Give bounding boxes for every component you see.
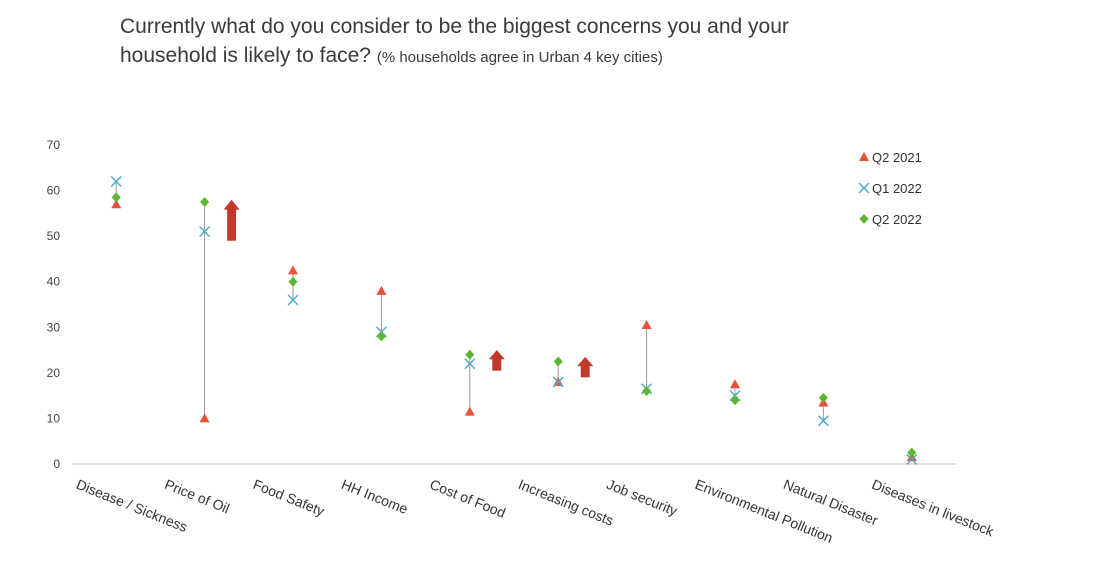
- x-tick-label: Increasing costs: [516, 476, 616, 529]
- point-x: [552, 376, 564, 388]
- y-axis: 0 10 20 30 40 50 60 70: [47, 138, 61, 471]
- legend-marker-x-stroke: [858, 182, 870, 194]
- y-tick-label: 40: [47, 275, 61, 289]
- up-arrow: [488, 350, 505, 371]
- title-line-2: household is likely to face? (% househol…: [120, 41, 1020, 72]
- data-points: [110, 175, 918, 465]
- point-x-stroke: [817, 415, 829, 427]
- legend-label: Q1 2022: [872, 181, 922, 196]
- title-line-1: Currently what do you consider to be the…: [120, 15, 789, 38]
- point-triangle: [730, 379, 740, 389]
- point-diamond: [200, 196, 210, 207]
- legend-label: Q2 2022: [872, 212, 922, 227]
- y-tick-label: 30: [47, 320, 61, 334]
- legend-label: Q2 2021: [872, 150, 922, 165]
- point-x: [110, 175, 122, 187]
- point-x-stroke: [464, 358, 476, 370]
- point-triangle: [199, 413, 210, 423]
- up-arrow: [223, 199, 240, 241]
- point-triangle: [376, 285, 387, 295]
- y-tick-label: 20: [47, 366, 61, 380]
- legend-marker-triangle: [859, 152, 869, 161]
- point-x-stroke: [199, 226, 211, 238]
- legend: Q2 2021 Q1 2022 Q2 2022: [858, 150, 922, 227]
- point-diamond: [288, 276, 298, 287]
- point-x: [817, 415, 829, 427]
- point-x: [464, 358, 476, 370]
- point-diamond: [553, 356, 563, 367]
- point-x: [287, 294, 299, 306]
- x-tick-label: Job security: [604, 476, 679, 519]
- point-triangle: [641, 320, 652, 330]
- y-tick-label: 50: [47, 229, 61, 243]
- legend-marker-x: [858, 182, 870, 194]
- point-diamond: [907, 447, 917, 458]
- x-tick-label: Cost of Food: [428, 476, 508, 521]
- y-tick-label: 60: [47, 184, 61, 198]
- point-diamond: [376, 331, 386, 342]
- x-tick-label: Food Safety: [251, 476, 327, 519]
- point-triangle: [288, 265, 298, 275]
- y-tick-label: 10: [47, 411, 61, 425]
- x-tick-label: HH Income: [339, 476, 410, 517]
- x-tick-label: Diseases in livestock: [870, 476, 997, 540]
- point-x-stroke: [287, 294, 299, 306]
- point-x: [906, 453, 918, 465]
- point-x: [199, 226, 211, 238]
- point-diamond: [818, 392, 828, 403]
- point-diamond: [730, 395, 740, 406]
- change-arrows: [223, 199, 594, 378]
- point-triangle: [464, 406, 475, 416]
- y-tick-label: 70: [47, 138, 61, 152]
- chart-title: Currently what do you consider to be the…: [120, 12, 1020, 72]
- legend-marker-diamond: [859, 214, 869, 224]
- up-arrow: [577, 356, 594, 378]
- point-x-stroke: [110, 175, 122, 187]
- point-x-stroke: [906, 453, 918, 465]
- point-triangle: [111, 199, 122, 209]
- point-diamond: [465, 349, 475, 360]
- point-diamond: [111, 192, 121, 203]
- title-line-2-text: household is likely to face?: [120, 44, 371, 67]
- point-x-stroke: [552, 376, 564, 388]
- point-diamond: [642, 386, 652, 397]
- x-tick-label: Price of Oil: [162, 476, 231, 516]
- y-tick-label: 0: [53, 457, 60, 471]
- chart-subtitle: (% households agree in Urban 4 key citie…: [376, 49, 663, 66]
